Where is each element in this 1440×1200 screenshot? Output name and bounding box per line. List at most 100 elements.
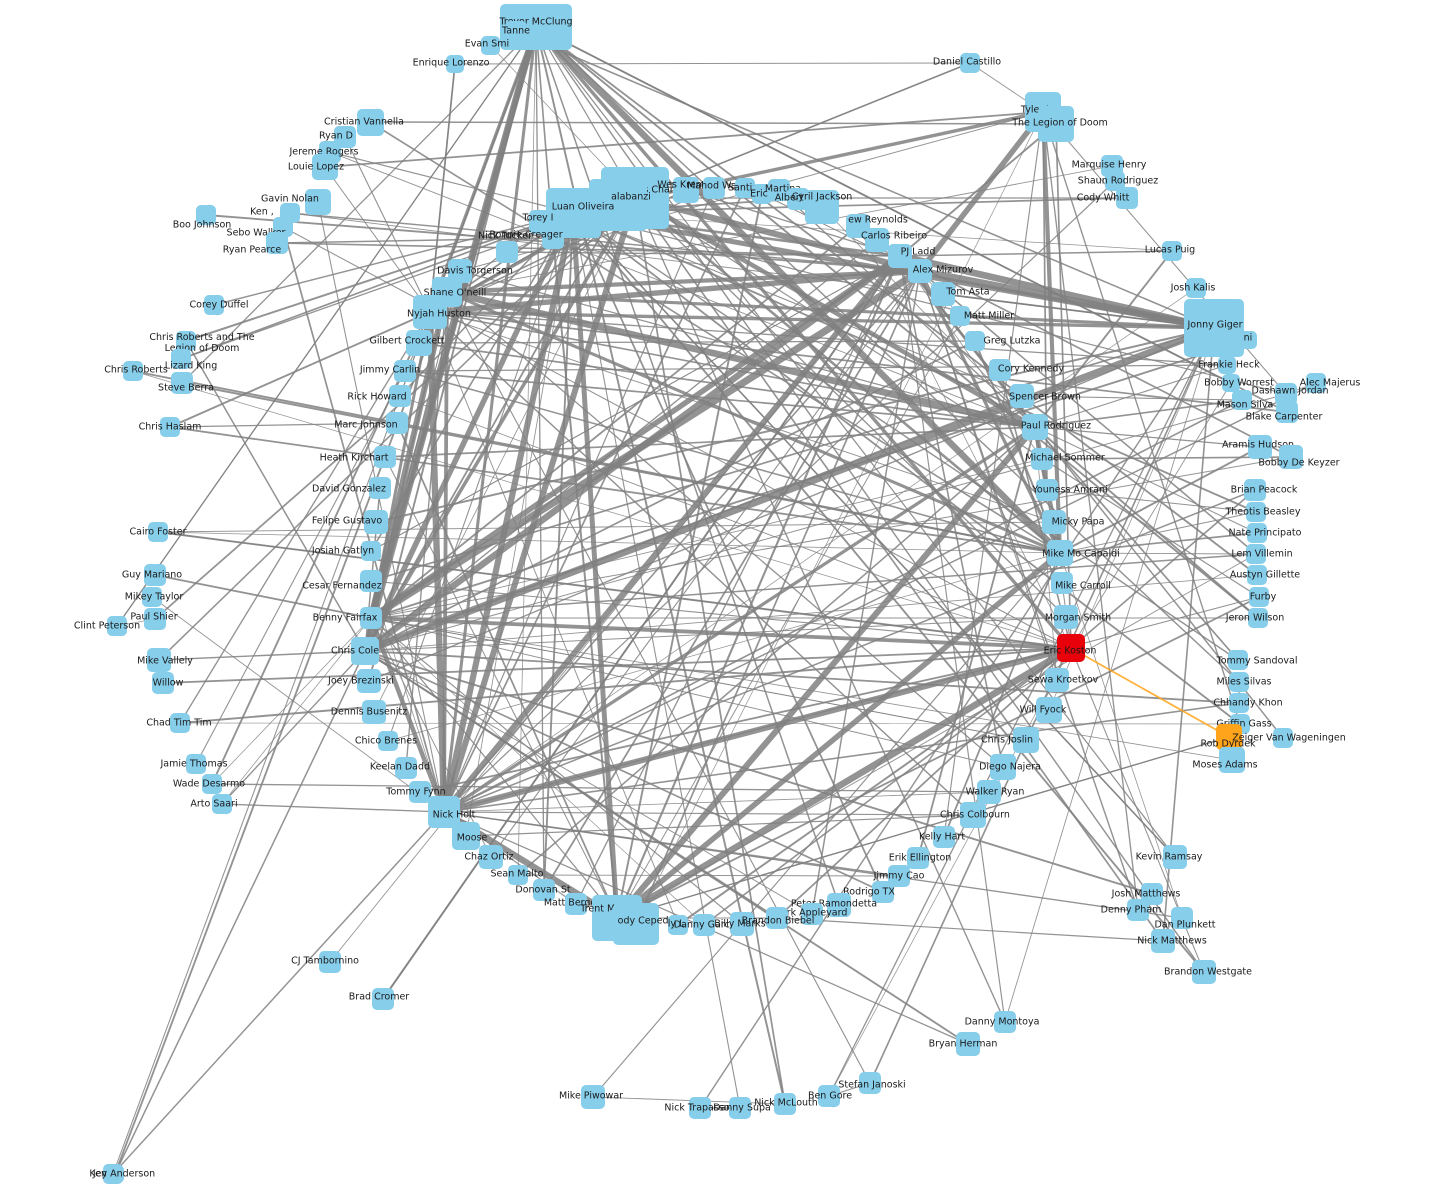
graph-node[interactable] [152, 672, 174, 694]
graph-node[interactable] [176, 331, 196, 351]
graph-node[interactable] [144, 564, 166, 586]
graph-node[interactable] [673, 177, 699, 203]
graph-node[interactable] [668, 915, 688, 935]
graph-node[interactable] [1232, 390, 1252, 410]
graph-node[interactable] [1247, 565, 1267, 585]
graph-node[interactable] [1036, 479, 1058, 501]
graph-node[interactable] [480, 35, 500, 55]
graph-node[interactable] [1239, 331, 1257, 349]
graph-node[interactable] [933, 826, 955, 848]
graph-node[interactable] [1247, 523, 1267, 543]
graph-node[interactable] [147, 648, 171, 672]
graph-node[interactable] [479, 845, 503, 869]
graph-node[interactable] [496, 241, 518, 263]
graph-node[interactable] [787, 188, 809, 210]
graph-node[interactable] [960, 53, 980, 73]
graph-node[interactable] [372, 988, 394, 1010]
graph-node[interactable] [689, 1097, 711, 1119]
graph-node[interactable] [801, 903, 823, 925]
graph-node[interactable] [123, 361, 143, 381]
graph-node[interactable] [170, 713, 190, 733]
graph-node[interactable] [1116, 187, 1138, 209]
graph-node[interactable] [1279, 445, 1303, 469]
graph-node[interactable] [378, 731, 398, 751]
graph-node[interactable] [389, 385, 411, 407]
graph-node[interactable] [1163, 845, 1187, 869]
graph-node[interactable] [186, 754, 206, 774]
graph-node[interactable] [977, 780, 1001, 804]
graph-node[interactable] [409, 781, 431, 803]
graph-node[interactable] [212, 794, 232, 814]
graph-node[interactable] [805, 190, 839, 224]
graph-node[interactable] [357, 669, 381, 693]
graph-node[interactable] [1192, 960, 1216, 984]
graph-node[interactable] [1228, 650, 1248, 670]
graph-node[interactable] [1151, 929, 1175, 953]
graph-node[interactable] [872, 881, 894, 903]
graph-node[interactable] [581, 1085, 605, 1109]
graph-node[interactable] [768, 179, 790, 201]
graph-node[interactable] [693, 914, 715, 936]
graph-node[interactable] [1127, 899, 1149, 921]
graph-node[interactable] [1248, 435, 1272, 459]
graph-node[interactable] [1249, 587, 1269, 607]
graph-node[interactable] [766, 907, 788, 929]
graph-node[interactable] [729, 1097, 751, 1119]
graph-node[interactable] [196, 205, 216, 225]
graph-node[interactable] [1022, 414, 1048, 440]
graph-node[interactable] [542, 227, 564, 249]
graph-node[interactable] [1184, 299, 1244, 357]
graph-node[interactable] [305, 189, 331, 215]
graph-node[interactable] [204, 295, 224, 315]
graph-node[interactable] [827, 893, 851, 917]
graph-node[interactable] [1031, 448, 1053, 470]
graph-node[interactable] [142, 587, 162, 607]
graph-node[interactable] [1229, 672, 1249, 692]
graph-node[interactable] [1186, 278, 1206, 298]
graph-node[interactable] [505, 21, 527, 43]
graph-node[interactable] [148, 522, 168, 542]
graph-node[interactable] [452, 822, 480, 850]
graph-node[interactable] [374, 446, 396, 468]
graph-node[interactable] [994, 1011, 1016, 1033]
graph-node[interactable] [1105, 171, 1125, 191]
graph-node[interactable] [312, 154, 338, 180]
graph-node[interactable] [144, 608, 166, 630]
graph-node[interactable] [1038, 106, 1074, 142]
graph-node[interactable] [106, 1165, 124, 1183]
graph-node[interactable] [888, 865, 910, 887]
graph-node[interactable] [818, 1085, 840, 1107]
graph-node[interactable] [960, 802, 986, 828]
graph-node[interactable] [950, 306, 970, 326]
graph-node[interactable] [1248, 608, 1268, 628]
graph-node[interactable] [565, 893, 587, 915]
graph-node[interactable] [319, 951, 341, 973]
graph-node[interactable] [394, 360, 416, 382]
graph-node[interactable] [1045, 668, 1069, 692]
graph-node[interactable] [774, 1093, 796, 1115]
graph-node[interactable] [508, 865, 528, 885]
graph-node[interactable] [406, 330, 432, 356]
graph-node[interactable] [1219, 747, 1245, 773]
graph-node[interactable] [1051, 572, 1073, 594]
graph-node[interactable] [1275, 383, 1297, 405]
graph-node[interactable] [160, 417, 180, 437]
graph-node[interactable] [1229, 693, 1249, 713]
graph-node[interactable] [395, 757, 417, 779]
graph-node[interactable] [1162, 241, 1182, 261]
graph-node[interactable] [752, 184, 772, 204]
graph-node[interactable] [362, 700, 386, 724]
graph-node[interactable] [533, 879, 555, 901]
graph-node[interactable] [360, 607, 382, 629]
graph-node[interactable] [1010, 384, 1034, 408]
graph-node[interactable] [703, 177, 725, 199]
graph-node[interactable] [1013, 727, 1039, 753]
graph-node[interactable] [413, 295, 447, 329]
graph-node[interactable] [171, 372, 193, 394]
graph-node[interactable] [865, 228, 889, 252]
graph-node[interactable] [1047, 540, 1073, 566]
graph-node[interactable] [956, 1032, 980, 1056]
graph-node[interactable] [1222, 374, 1240, 392]
